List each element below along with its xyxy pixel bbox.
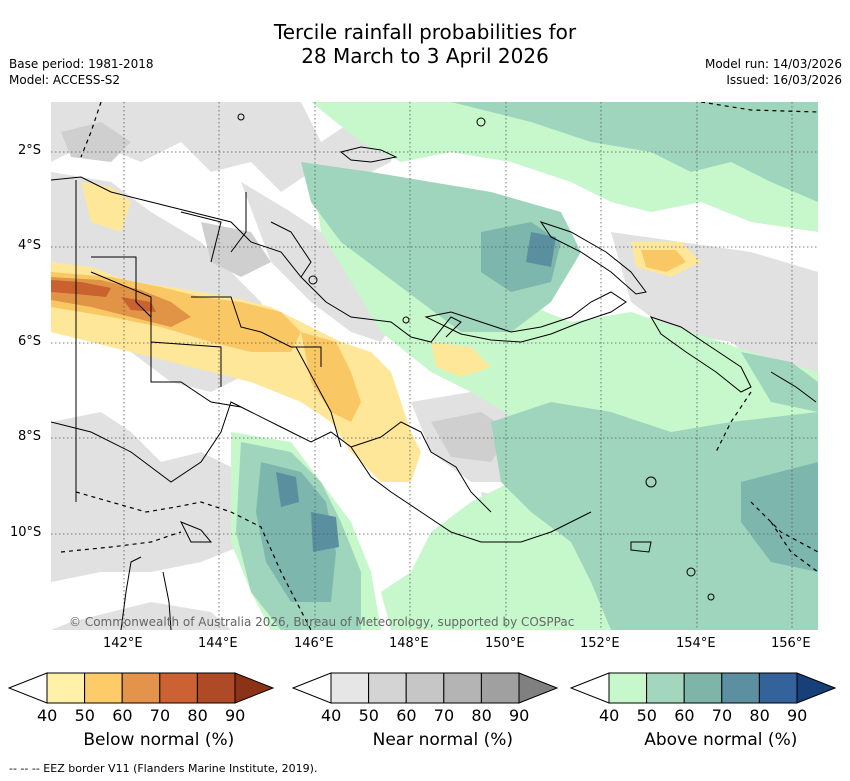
- lat-label-4s: 4°S: [18, 238, 42, 253]
- lon-label-154e: 154°E: [676, 636, 716, 651]
- near-normal-mid: [61, 122, 511, 462]
- below-colorbar-segment: [159, 672, 198, 704]
- lon-label-156e: 156°E: [771, 636, 811, 651]
- below-colorbar-segment: [84, 672, 123, 704]
- title-line-1: Tercile rainfall probabilities for: [273, 20, 577, 44]
- lon-label-146e: 146°E: [294, 636, 334, 651]
- near-colorbar: [292, 672, 559, 704]
- model-run: Model run: 14/03/2026: [704, 57, 842, 71]
- above-colorbar-tick: 70: [711, 706, 733, 725]
- below-colorbar-tick: 40: [37, 706, 58, 725]
- near-colorbar-segment: [330, 672, 370, 704]
- above-colorbar-tick: 80: [749, 706, 770, 725]
- meta-right: Model run: 14/03/2026 Issued: 16/03/2026: [705, 56, 842, 88]
- near-colorbar-title: Near normal (%): [372, 730, 513, 750]
- lon-label-152e: 152°E: [580, 636, 620, 651]
- near-colorbar-tick: 70: [433, 706, 455, 725]
- above-colorbar-tick: 50: [636, 706, 657, 725]
- eez-border: [60, 102, 818, 630]
- below-colorbar-low-arrow: [8, 672, 48, 704]
- above-colorbar-title: Above normal (%): [644, 730, 798, 750]
- lon-label-148e: 148°E: [389, 636, 429, 651]
- map-credit: © Commonwealth of Australia 2026, Bureau…: [69, 615, 574, 629]
- near-colorbar-low-arrow: [292, 672, 332, 704]
- near-colorbar-tick: 90: [509, 706, 530, 725]
- lat-label-10s: 10°S: [10, 525, 42, 540]
- near-colorbar-segment: [443, 672, 482, 704]
- near-colorbar-high-arrow: [518, 672, 559, 704]
- above-colorbar-tick: 90: [787, 706, 808, 725]
- below-colorbar-high-arrow: [234, 672, 275, 704]
- below-colorbar-tick: 70: [149, 706, 171, 725]
- near-colorbar-tick: 40: [321, 706, 342, 725]
- above-colorbar-segment: [758, 672, 798, 704]
- above-80-areas: [276, 232, 556, 552]
- below-colorbar-title: Below normal (%): [83, 730, 235, 750]
- coastlines: [51, 113, 817, 630]
- near-colorbar-segment: [480, 672, 520, 704]
- lon-label-150e: 150°E: [485, 636, 525, 651]
- near-colorbar-tick: 60: [396, 706, 417, 725]
- below-colorbar-tick: 50: [74, 706, 95, 725]
- map-title: Tercile rainfall probabilities for 28 Ma…: [0, 20, 850, 68]
- lon-label-142e: 142°E: [103, 636, 143, 651]
- near-colorbar-segment: [405, 672, 445, 704]
- near-colorbar-tick: 50: [358, 706, 379, 725]
- province-borders: [75, 180, 342, 502]
- lat-label-6s: 6°S: [18, 334, 42, 349]
- above-colorbar-tick: 60: [674, 706, 695, 725]
- eez-footnote: -- -- -- EEZ border V11 (Flanders Marine…: [9, 762, 318, 775]
- above-colorbar-segment: [608, 672, 648, 704]
- above-colorbar-high-arrow: [796, 672, 837, 704]
- lon-label-144e: 144°E: [198, 636, 238, 651]
- lat-label-2s: 2°S: [18, 143, 42, 158]
- above-colorbar-segment: [646, 672, 685, 704]
- below-colorbar-segment: [196, 672, 236, 704]
- above-colorbar-segment: [683, 672, 723, 704]
- below-colorbar: [8, 672, 275, 704]
- above-colorbar: [570, 672, 837, 704]
- issued-date: Issued: 16/03/2026: [726, 73, 842, 87]
- above-70-areas: [256, 222, 818, 602]
- meta-left: Base period: 1981-2018 Model: ACCESS-S2: [9, 56, 154, 88]
- below-colorbar-tick: 60: [112, 706, 133, 725]
- base-period: Base period: 1981-2018: [9, 57, 154, 71]
- below-colorbar-tick: 90: [225, 706, 246, 725]
- above-colorbar-segment: [721, 672, 760, 704]
- near-colorbar-segment: [368, 672, 407, 704]
- above-colorbar-tick: 40: [599, 706, 620, 725]
- below-colorbar-segment: [46, 672, 86, 704]
- below-colorbar-tick: 80: [187, 706, 208, 725]
- map-panel: © Commonwealth of Australia 2026, Bureau…: [51, 102, 818, 630]
- above-colorbar-low-arrow: [570, 672, 610, 704]
- title-line-2: 28 March to 3 April 2026: [301, 44, 549, 68]
- model-name: Model: ACCESS-S2: [9, 73, 121, 87]
- near-colorbar-tick: 80: [471, 706, 492, 725]
- lat-label-8s: 8°S: [18, 429, 42, 444]
- below-colorbar-segment: [121, 672, 161, 704]
